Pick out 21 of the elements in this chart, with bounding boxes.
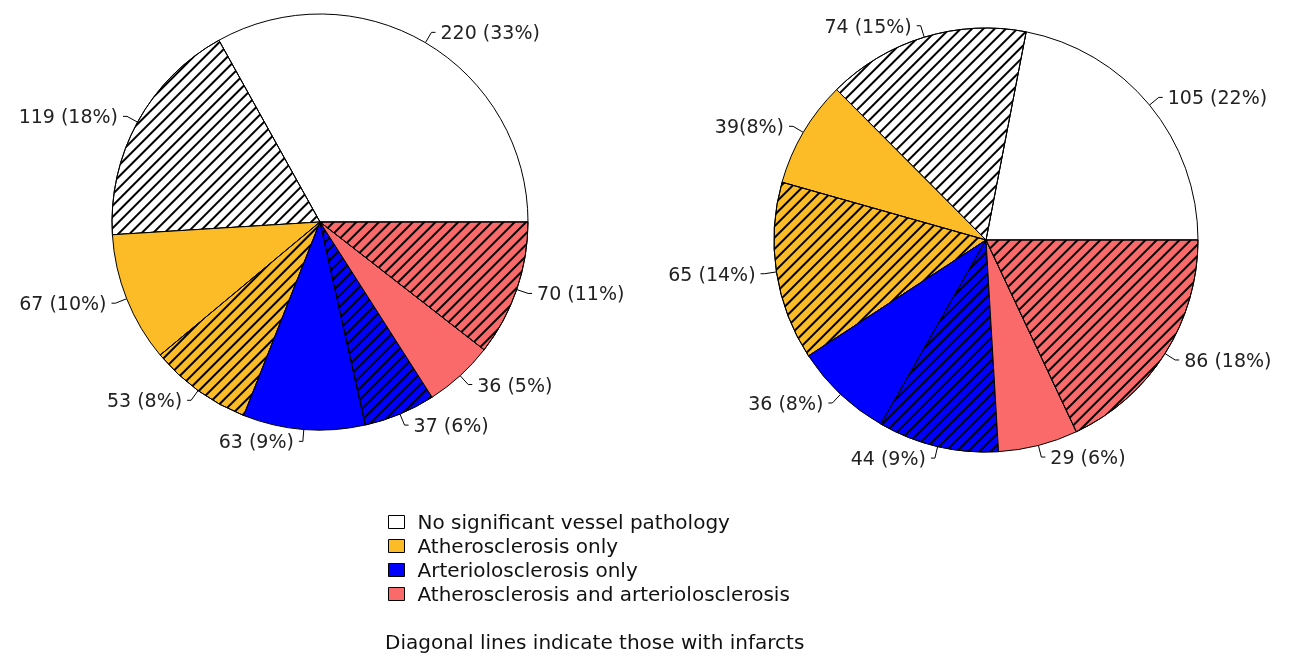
data-label: 105 (22%): [1167, 86, 1268, 109]
legend-label: Arteriolosclerosis only: [417, 558, 638, 582]
data-label: 63 (9%): [218, 430, 294, 453]
data-label: 36 (8%): [748, 392, 824, 415]
data-label: 29 (6%): [1050, 446, 1126, 469]
text: Diagonal lines indicate those with infarcts: [385, 630, 805, 654]
data-label: 44 (9%): [850, 447, 926, 470]
data-label: 39(8%): [714, 115, 784, 138]
legend-label: Atherosclerosis only: [417, 534, 619, 558]
legend-label: No significant vessel pathology: [417, 510, 731, 534]
data-label: 119 (18%): [18, 105, 119, 128]
data-label: 37 (6%): [413, 414, 489, 437]
data-label: 53 (8%): [106, 389, 183, 412]
data-label: 74 (15%): [824, 14, 912, 37]
data-label: 86 (18%): [1184, 348, 1272, 371]
data-label: 36 (5%): [477, 373, 553, 396]
data-label: 67 (10%): [19, 292, 107, 315]
data-label: 70 (11%): [537, 282, 625, 305]
data-label: 220 (33%): [440, 21, 540, 44]
legend-label: Atherosclerosis and arteriolosclerosis: [417, 582, 790, 606]
data-label: 65 (14%): [668, 262, 756, 285]
